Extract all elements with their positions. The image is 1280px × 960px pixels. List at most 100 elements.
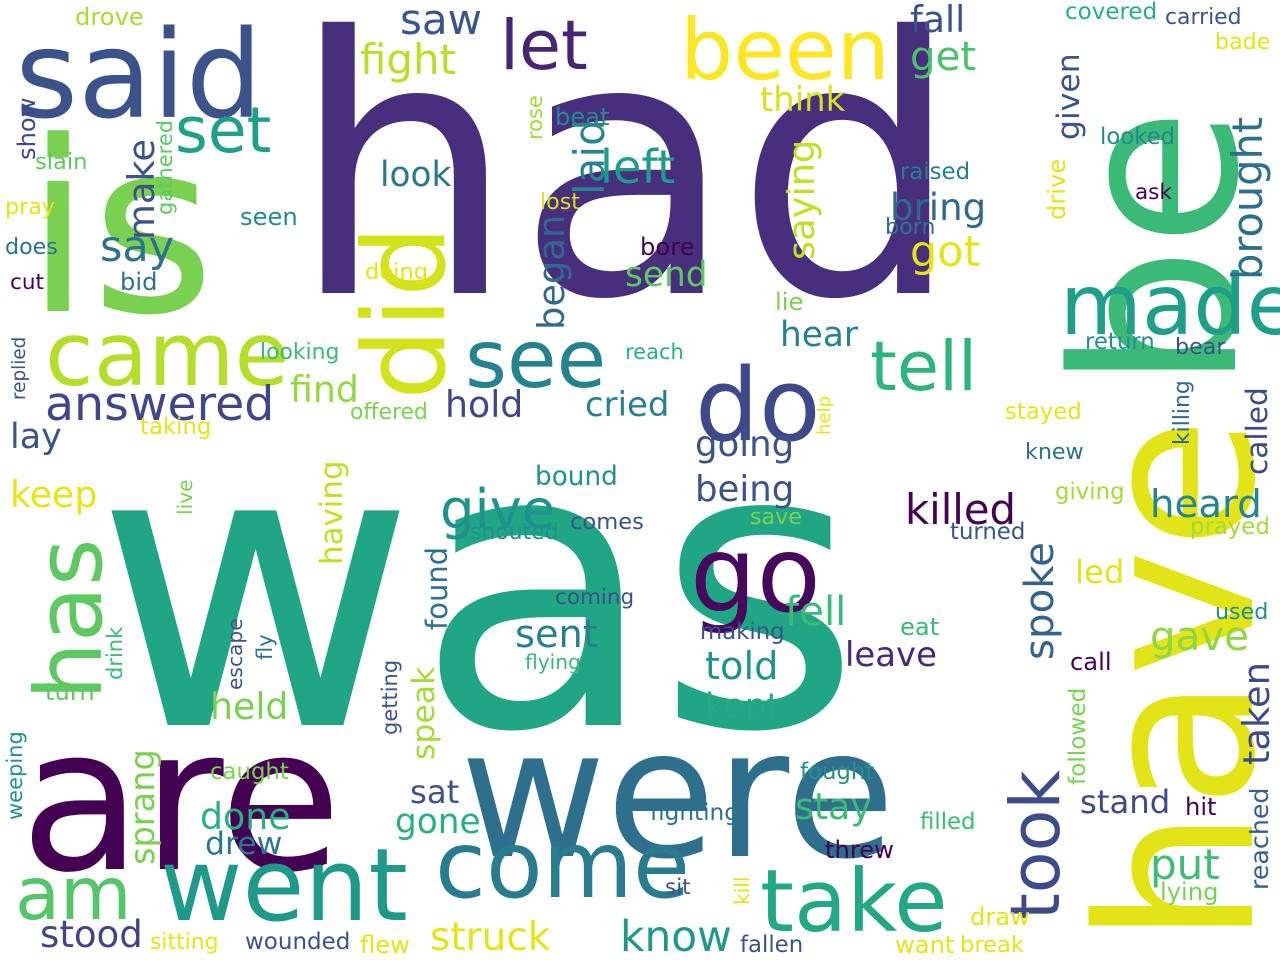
word-called: called — [1239, 387, 1274, 475]
word-wounded: wounded — [245, 928, 351, 955]
word-led: led — [1075, 553, 1125, 592]
word-rose: rose — [522, 95, 547, 140]
word-look: look — [380, 154, 452, 195]
word-turned: turned — [950, 519, 1026, 546]
word-sit: sit — [665, 874, 691, 900]
word-going: going — [695, 424, 795, 466]
word-get: get — [910, 33, 977, 81]
word-was: was — [95, 360, 862, 818]
word-come: come — [435, 810, 690, 919]
word-fall: fall — [910, 0, 966, 41]
word-fought: fought — [800, 759, 875, 786]
word-gave: gave — [1150, 613, 1249, 661]
word-threw: threw — [825, 836, 894, 865]
word-hear: hear — [780, 314, 858, 355]
word-live: live — [172, 479, 197, 515]
word-being: being — [695, 469, 795, 511]
word-bore: bore — [640, 233, 695, 262]
word-had: had — [290, 0, 962, 378]
word-hold: hold — [445, 382, 524, 426]
word-save: save — [750, 504, 802, 531]
word-eat: eat — [900, 613, 940, 642]
word-heard: heard — [1150, 481, 1262, 527]
word-beat: beat — [555, 103, 610, 132]
word-fighting: fighting — [650, 798, 739, 826]
word-let: let — [500, 7, 588, 87]
word-stayed: stayed — [1005, 399, 1082, 426]
word-help: help — [813, 395, 835, 435]
word-saying: saying — [780, 139, 824, 260]
word-call: call — [1070, 648, 1112, 677]
word-looking: looking — [260, 339, 340, 365]
word-left: left — [600, 140, 676, 195]
word-gone: gone — [395, 802, 481, 843]
word-see: see — [465, 312, 607, 407]
word-brought: brought — [1222, 116, 1272, 280]
word-want: want — [895, 931, 955, 960]
word-got: got — [910, 226, 981, 277]
word-draw: draw — [970, 903, 1030, 932]
word-followed: followed — [1063, 687, 1091, 785]
word-stand: stand — [1080, 783, 1171, 822]
word-lay: lay — [10, 417, 62, 458]
word-covered: covered — [1065, 0, 1158, 25]
word-shouted: shouted — [470, 519, 559, 545]
word-comes: comes — [570, 509, 644, 536]
word-filled: filled — [920, 809, 976, 836]
word-drive: drive — [1043, 158, 1072, 220]
word-drew: drew — [205, 826, 283, 863]
word-killing: killing — [1169, 380, 1195, 445]
word-kill: kill — [730, 876, 755, 905]
word-raised: raised — [900, 159, 971, 186]
word-bade: bade — [1215, 29, 1271, 56]
word-find: find — [290, 367, 359, 411]
word-turn: turn — [45, 678, 95, 707]
word-take: take — [760, 852, 948, 953]
word-weeping: weeping — [2, 731, 27, 820]
word-fly: fly — [252, 634, 277, 660]
word-sitting: sitting — [150, 929, 219, 955]
word-break: break — [960, 932, 1024, 959]
word-prayed: prayed — [1190, 514, 1270, 541]
word-took: took — [997, 770, 1077, 920]
word-cried: cried — [585, 385, 670, 425]
word-sprang: sprang — [122, 749, 162, 865]
word-give: give — [440, 477, 556, 541]
word-go: go — [690, 513, 821, 636]
word-went: went — [160, 825, 408, 944]
word-do: do — [695, 345, 821, 464]
word-keep: keep — [10, 472, 98, 516]
word-leave: leave — [845, 635, 937, 675]
word-pray: pray — [5, 194, 55, 221]
word-said: said — [15, 4, 263, 146]
word-hit: hit — [1185, 793, 1217, 822]
word-given: given — [1051, 53, 1088, 140]
word-spoke: spoke — [1015, 542, 1063, 660]
word-am: am — [15, 852, 132, 938]
word-used: used — [1215, 599, 1269, 626]
word-slain: slain — [35, 149, 88, 176]
word-found: found — [419, 546, 454, 630]
word-killed: killed — [905, 485, 1016, 535]
word-done: done — [200, 795, 291, 839]
word-held: held — [210, 685, 289, 729]
word-lying: lying — [1160, 878, 1219, 907]
word-does: does — [5, 234, 58, 261]
word-are: are — [20, 683, 342, 916]
word-told: told — [705, 644, 779, 690]
word-getting: getting — [377, 659, 402, 735]
word-bring: bring — [890, 185, 987, 229]
word-carried: carried — [1165, 4, 1242, 30]
word-fight: fight — [360, 35, 456, 85]
word-tell: tell — [870, 327, 978, 408]
word-reached: reached — [1245, 787, 1275, 890]
word-gathered: gathered — [152, 119, 177, 215]
word-cut: cut — [10, 269, 44, 295]
word-know: know — [620, 912, 732, 960]
word-offered: offered — [350, 399, 428, 425]
word-speak: speak — [406, 666, 443, 760]
word-ask: ask — [1135, 179, 1172, 205]
word-drink: drink — [102, 626, 127, 680]
word-put: put — [1150, 840, 1220, 889]
